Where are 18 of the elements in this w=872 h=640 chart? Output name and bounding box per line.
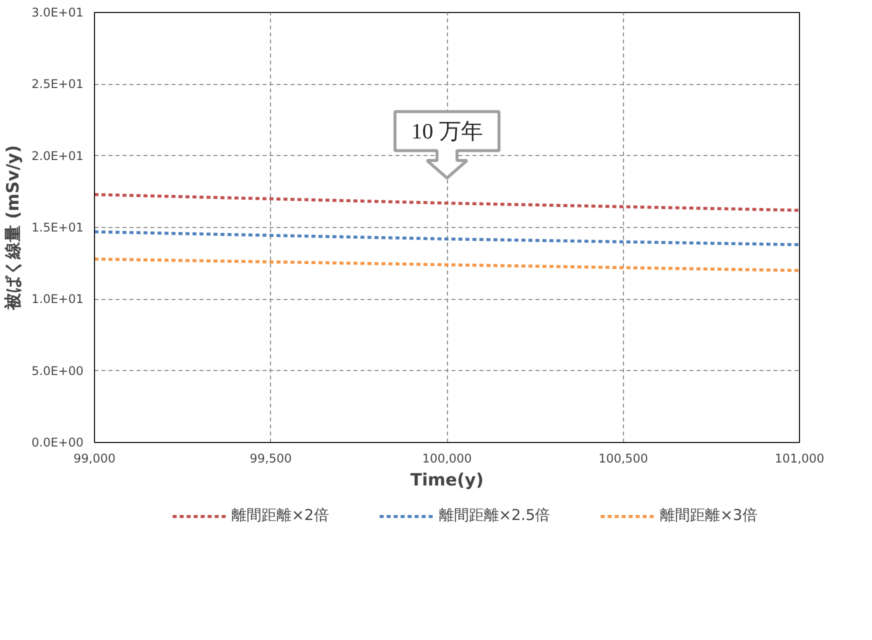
y-tick-label: 2.0E+01 bbox=[32, 148, 84, 163]
x-tick-label: 100,000 bbox=[422, 452, 472, 466]
legend-label: 離間距離×3倍 bbox=[660, 506, 758, 525]
x-axis-title: Time(y) bbox=[410, 470, 484, 490]
y-tick-label: 2.5E+01 bbox=[32, 77, 84, 92]
annotation: 10 万年 bbox=[411, 118, 483, 144]
y-tick-label: 5.0E+00 bbox=[32, 364, 84, 378]
x-tick-label: 100,500 bbox=[598, 452, 648, 466]
y-tick-label: 0.0E+00 bbox=[32, 436, 84, 450]
y-tick-label: 3.0E+01 bbox=[32, 6, 84, 20]
y-axis-title: 被ばく線量 (mSv/y) bbox=[4, 145, 24, 311]
x-tick-label: 99,000 bbox=[74, 452, 116, 466]
y-tick-label: 1.0E+01 bbox=[32, 292, 84, 306]
legend-label: 離間距離×2倍 bbox=[232, 506, 329, 525]
y-tick-label: 1.5E+01 bbox=[32, 220, 84, 234]
legend-label: 離間距離×2.5倍 bbox=[438, 506, 550, 525]
x-tick-label: 99,500 bbox=[250, 452, 292, 466]
x-tick-label: 101,000 bbox=[774, 452, 824, 466]
